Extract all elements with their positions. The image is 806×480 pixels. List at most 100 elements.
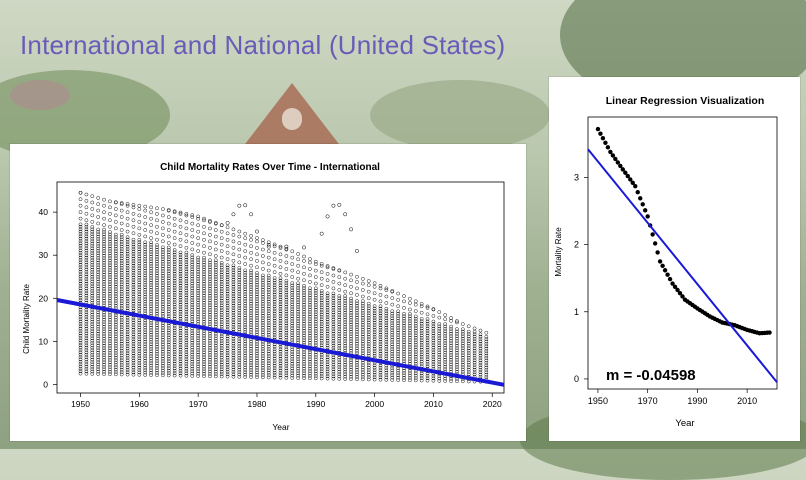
data-point (108, 317, 112, 322)
data-point (396, 330, 400, 335)
data-point (172, 368, 177, 373)
data-point (84, 352, 89, 357)
data-point (628, 177, 633, 182)
data-point (184, 239, 189, 244)
data-point (90, 260, 95, 265)
data-point (349, 296, 353, 301)
data-point (266, 299, 271, 304)
data-point (331, 365, 336, 369)
data-point (143, 242, 148, 247)
data-point (213, 228, 218, 232)
data-point (102, 249, 106, 253)
data-point (308, 273, 312, 278)
data-point (384, 314, 389, 318)
data-point (113, 270, 118, 275)
data-point (90, 232, 95, 236)
data-point (461, 353, 465, 358)
data-point (337, 317, 342, 322)
data-point (396, 375, 400, 380)
data-point (131, 244, 136, 249)
data-point (213, 298, 218, 303)
data-point (372, 291, 377, 296)
data-point (155, 237, 159, 242)
data-point (172, 371, 177, 375)
data-point (90, 263, 95, 267)
data-point (366, 368, 371, 372)
data-point (237, 289, 242, 294)
data-point (284, 357, 289, 361)
data-point (125, 202, 130, 206)
data-point (113, 339, 118, 344)
data-point (308, 329, 312, 333)
data-point (272, 366, 277, 370)
data-point (137, 349, 142, 353)
data-point (202, 350, 206, 355)
data-point (396, 321, 400, 326)
data-point (355, 325, 359, 329)
data-point (119, 201, 124, 205)
data-point (767, 330, 772, 335)
data-point (461, 355, 465, 360)
data-point (249, 313, 253, 318)
data-point (90, 248, 95, 253)
data-point (190, 262, 195, 267)
data-point (137, 203, 142, 208)
data-point (325, 303, 330, 308)
data-point (390, 323, 395, 328)
data-point (302, 373, 306, 378)
data-point (96, 341, 100, 346)
data-point (119, 215, 124, 219)
data-point (161, 239, 165, 244)
data-point (266, 328, 271, 332)
data-point (137, 271, 142, 275)
data-point (390, 314, 395, 318)
data-point (402, 338, 406, 342)
data-point (78, 284, 83, 288)
data-point (272, 302, 277, 306)
data-point (78, 255, 83, 260)
data-point (196, 338, 200, 343)
data-point (243, 351, 248, 356)
data-point (108, 284, 112, 289)
data-point (237, 313, 242, 318)
data-point (166, 285, 171, 290)
data-point (478, 358, 483, 363)
data-point (325, 265, 330, 270)
data-point (384, 347, 389, 351)
data-point (290, 323, 295, 328)
data-point (302, 302, 306, 307)
data-point (331, 266, 336, 270)
data-point (125, 363, 130, 367)
data-point (225, 370, 230, 374)
data-point (125, 256, 130, 261)
data-point (408, 296, 412, 301)
data-point (137, 220, 142, 224)
data-point (90, 255, 95, 260)
data-point (108, 256, 112, 260)
data-point (137, 327, 142, 332)
data-point (149, 287, 153, 292)
data-point (84, 298, 89, 303)
data-point (443, 357, 448, 362)
data-point (149, 273, 153, 278)
data-point (137, 207, 142, 211)
data-point (90, 293, 95, 298)
data-point (184, 302, 189, 307)
data-point (313, 364, 318, 369)
y-tick-label: 3 (574, 172, 579, 182)
data-point (372, 284, 377, 289)
data-point (402, 312, 406, 316)
data-point (243, 304, 248, 308)
data-point (331, 303, 336, 308)
data-point (149, 340, 153, 344)
data-point (184, 283, 189, 288)
data-point (108, 339, 112, 343)
data-point (325, 324, 330, 329)
data-point (266, 278, 271, 283)
data-point (290, 347, 295, 352)
data-point (113, 213, 118, 218)
data-point (184, 276, 189, 281)
data-point (113, 325, 118, 329)
data-point (125, 315, 130, 320)
data-point (455, 348, 459, 353)
